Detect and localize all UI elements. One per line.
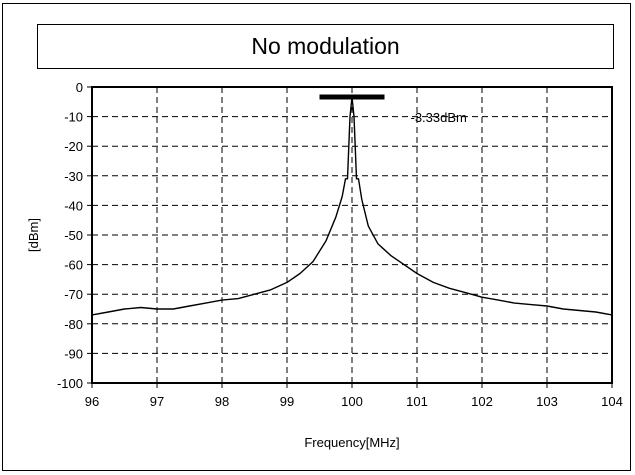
x-tick-label: 100 — [341, 394, 363, 409]
y-tick-label: -90 — [64, 346, 83, 361]
y-axis-label: [dBm] — [26, 218, 41, 252]
y-tick-label: 0 — [76, 80, 83, 95]
chart-title: No modulation — [37, 24, 614, 69]
x-tick-label: 96 — [85, 394, 99, 409]
x-tick-label: 104 — [601, 394, 623, 409]
peak-annotation: -3.33dBm — [411, 110, 467, 125]
x-tick-label: 98 — [215, 394, 229, 409]
x-axis-label: Frequency[MHz] — [304, 435, 399, 450]
y-tick-label: -30 — [64, 169, 83, 184]
x-tick-label: 101 — [406, 394, 428, 409]
y-tick-label: -80 — [64, 317, 83, 332]
chart-frame: No modulation — [2, 3, 631, 471]
y-tick-label: -40 — [64, 198, 83, 213]
y-tick-label: -20 — [64, 139, 83, 154]
x-tick-label: 99 — [280, 394, 294, 409]
y-tick-label: -70 — [64, 287, 83, 302]
x-tick-label: 97 — [150, 394, 164, 409]
y-tick-label: -60 — [64, 258, 83, 273]
x-tick-label: 103 — [536, 394, 558, 409]
y-tick-label: -100 — [57, 376, 83, 391]
y-tick-label: -10 — [64, 110, 83, 125]
x-tick-label: 102 — [471, 394, 493, 409]
y-tick-label: -50 — [64, 228, 83, 243]
